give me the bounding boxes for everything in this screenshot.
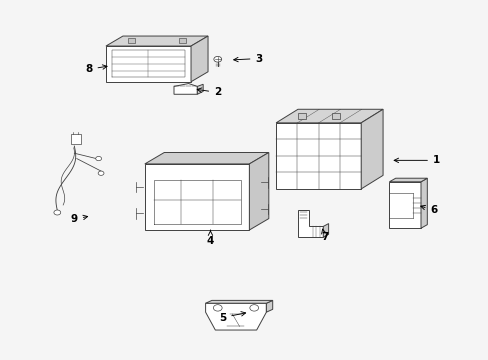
Text: 4: 4 [206, 230, 214, 246]
Polygon shape [106, 36, 207, 46]
Circle shape [98, 171, 104, 175]
Bar [178, 38, 186, 43]
Bar [331, 113, 339, 119]
Polygon shape [388, 182, 420, 228]
Polygon shape [276, 109, 382, 123]
Bar [127, 38, 135, 43]
Text: 3: 3 [233, 54, 262, 64]
Text: 2: 2 [197, 87, 221, 98]
Polygon shape [323, 224, 328, 237]
Polygon shape [266, 300, 272, 312]
Polygon shape [249, 153, 268, 230]
Polygon shape [297, 210, 323, 237]
Text: 7: 7 [321, 229, 328, 242]
Text: 5: 5 [219, 312, 245, 323]
Polygon shape [197, 84, 203, 94]
Polygon shape [205, 300, 272, 303]
Bar [71, 134, 81, 144]
Bar [297, 113, 305, 119]
Polygon shape [205, 303, 266, 330]
Polygon shape [174, 84, 197, 94]
Circle shape [96, 157, 102, 161]
Polygon shape [144, 153, 268, 164]
Polygon shape [191, 36, 207, 82]
Polygon shape [106, 46, 191, 82]
Text: 6: 6 [420, 205, 437, 215]
Circle shape [54, 210, 61, 215]
Polygon shape [361, 109, 382, 189]
Polygon shape [420, 178, 427, 228]
Circle shape [213, 57, 221, 62]
Text: 8: 8 [85, 64, 107, 74]
Text: 9: 9 [71, 214, 87, 224]
Polygon shape [276, 123, 361, 189]
Circle shape [249, 305, 258, 311]
Text: 1: 1 [393, 156, 439, 165]
Polygon shape [144, 164, 249, 230]
Polygon shape [388, 178, 427, 182]
Circle shape [213, 305, 222, 311]
